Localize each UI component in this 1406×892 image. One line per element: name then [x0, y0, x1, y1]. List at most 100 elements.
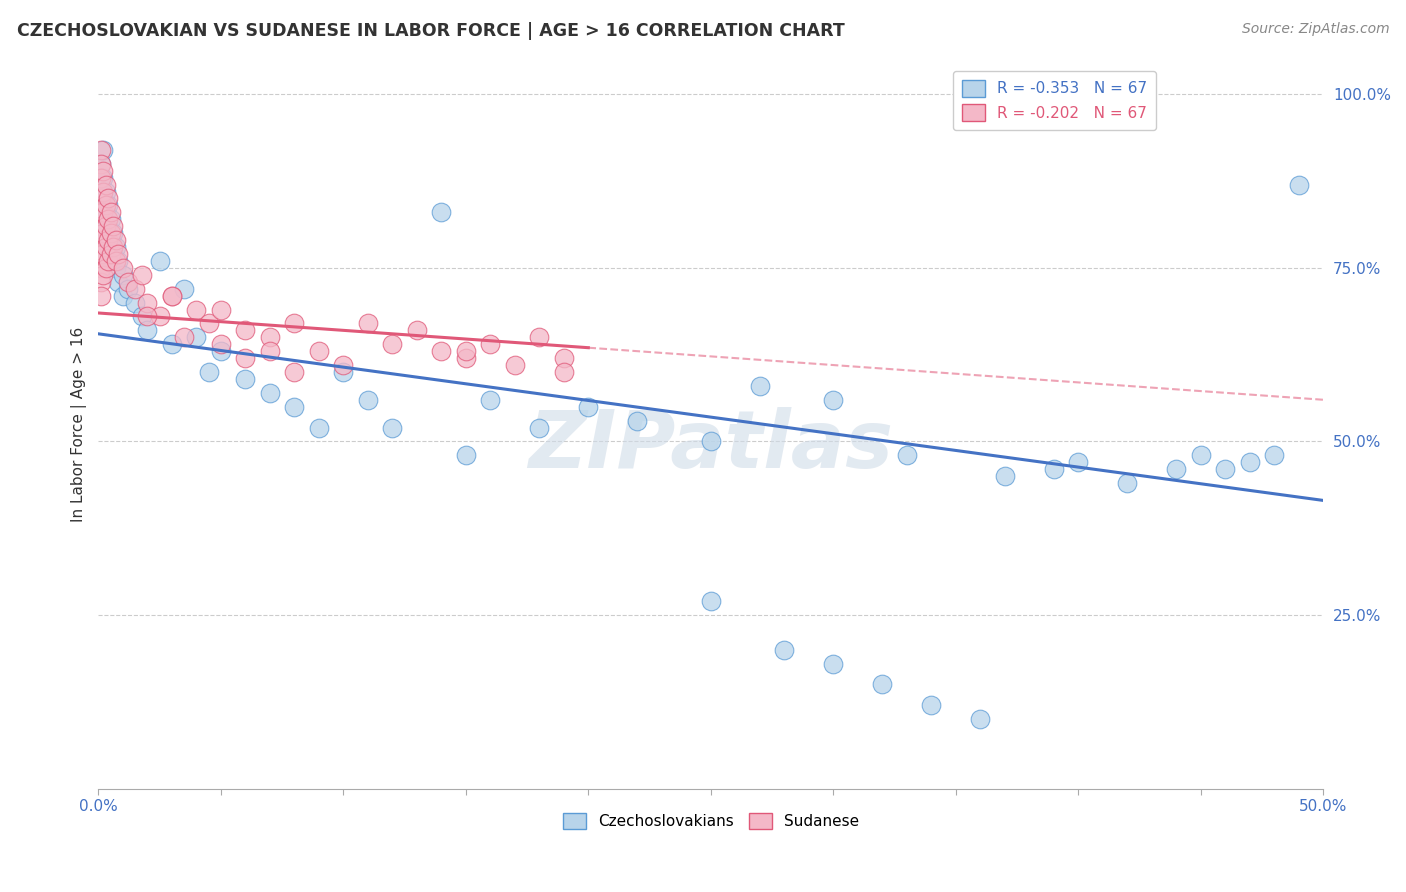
- Point: [381, 337, 404, 351]
- Point: [90, 185, 112, 199]
- Point: [233, 372, 256, 386]
- Point: [104, 254, 127, 268]
- Point: [700, 594, 723, 608]
- Point: [100, 254, 122, 268]
- Point: [91, 191, 114, 205]
- Point: [104, 233, 127, 247]
- Point: [90, 170, 112, 185]
- Point: [186, 302, 208, 317]
- Point: [920, 698, 942, 713]
- Text: Source: ZipAtlas.com: Source: ZipAtlas.com: [1241, 22, 1389, 37]
- Point: [90, 157, 112, 171]
- Point: [308, 344, 330, 359]
- Point: [91, 212, 114, 227]
- Point: [553, 351, 575, 365]
- Point: [97, 254, 120, 268]
- Point: [91, 226, 114, 240]
- Point: [529, 420, 551, 434]
- Point: [101, 247, 124, 261]
- Point: [94, 205, 117, 219]
- Point: [259, 330, 281, 344]
- Point: [94, 198, 117, 212]
- Point: [283, 317, 305, 331]
- Point: [90, 205, 112, 219]
- Point: [136, 295, 159, 310]
- Text: ZIPatlas: ZIPatlas: [529, 407, 893, 485]
- Point: [1067, 455, 1090, 469]
- Point: [994, 469, 1017, 483]
- Point: [90, 191, 112, 205]
- Point: [94, 260, 117, 275]
- Point: [91, 247, 114, 261]
- Point: [94, 240, 117, 254]
- Point: [131, 268, 153, 282]
- Point: [91, 170, 114, 185]
- Point: [97, 198, 120, 212]
- Point: [97, 219, 120, 234]
- Point: [1239, 455, 1261, 469]
- Point: [107, 275, 129, 289]
- Point: [197, 365, 219, 379]
- Point: [104, 260, 127, 275]
- Point: [90, 219, 112, 234]
- Point: [94, 185, 117, 199]
- Point: [91, 143, 114, 157]
- Point: [149, 310, 172, 324]
- Point: [90, 247, 112, 261]
- Point: [100, 226, 122, 240]
- Point: [259, 385, 281, 400]
- Point: [283, 365, 305, 379]
- Point: [101, 226, 124, 240]
- Point: [1189, 448, 1212, 462]
- Point: [823, 657, 845, 671]
- Point: [308, 420, 330, 434]
- Point: [91, 268, 114, 282]
- Y-axis label: In Labor Force | Age > 16: In Labor Force | Age > 16: [72, 326, 87, 522]
- Point: [332, 365, 354, 379]
- Point: [197, 317, 219, 331]
- Point: [332, 358, 354, 372]
- Point: [233, 351, 256, 365]
- Point: [553, 365, 575, 379]
- Point: [233, 323, 256, 337]
- Point: [100, 212, 122, 227]
- Point: [124, 295, 146, 310]
- Point: [173, 282, 195, 296]
- Point: [100, 233, 122, 247]
- Point: [90, 143, 112, 157]
- Point: [97, 240, 120, 254]
- Point: [823, 392, 845, 407]
- Point: [1288, 178, 1310, 192]
- Point: [773, 642, 796, 657]
- Point: [131, 310, 153, 324]
- Point: [160, 288, 183, 302]
- Point: [503, 358, 526, 372]
- Point: [160, 288, 183, 302]
- Point: [1166, 462, 1188, 476]
- Point: [136, 323, 159, 337]
- Point: [90, 288, 112, 302]
- Point: [111, 260, 134, 275]
- Point: [576, 400, 599, 414]
- Point: [209, 344, 232, 359]
- Point: [1263, 448, 1285, 462]
- Point: [117, 282, 139, 296]
- Point: [100, 205, 122, 219]
- Point: [124, 282, 146, 296]
- Point: [479, 337, 502, 351]
- Point: [209, 302, 232, 317]
- Point: [111, 268, 134, 282]
- Point: [259, 344, 281, 359]
- Point: [209, 337, 232, 351]
- Point: [111, 288, 134, 302]
- Point: [896, 448, 918, 462]
- Point: [90, 198, 112, 212]
- Point: [454, 344, 477, 359]
- Point: [430, 205, 453, 219]
- Point: [101, 219, 124, 234]
- Point: [90, 170, 112, 185]
- Point: [117, 275, 139, 289]
- Point: [107, 254, 129, 268]
- Point: [90, 260, 112, 275]
- Point: [454, 351, 477, 365]
